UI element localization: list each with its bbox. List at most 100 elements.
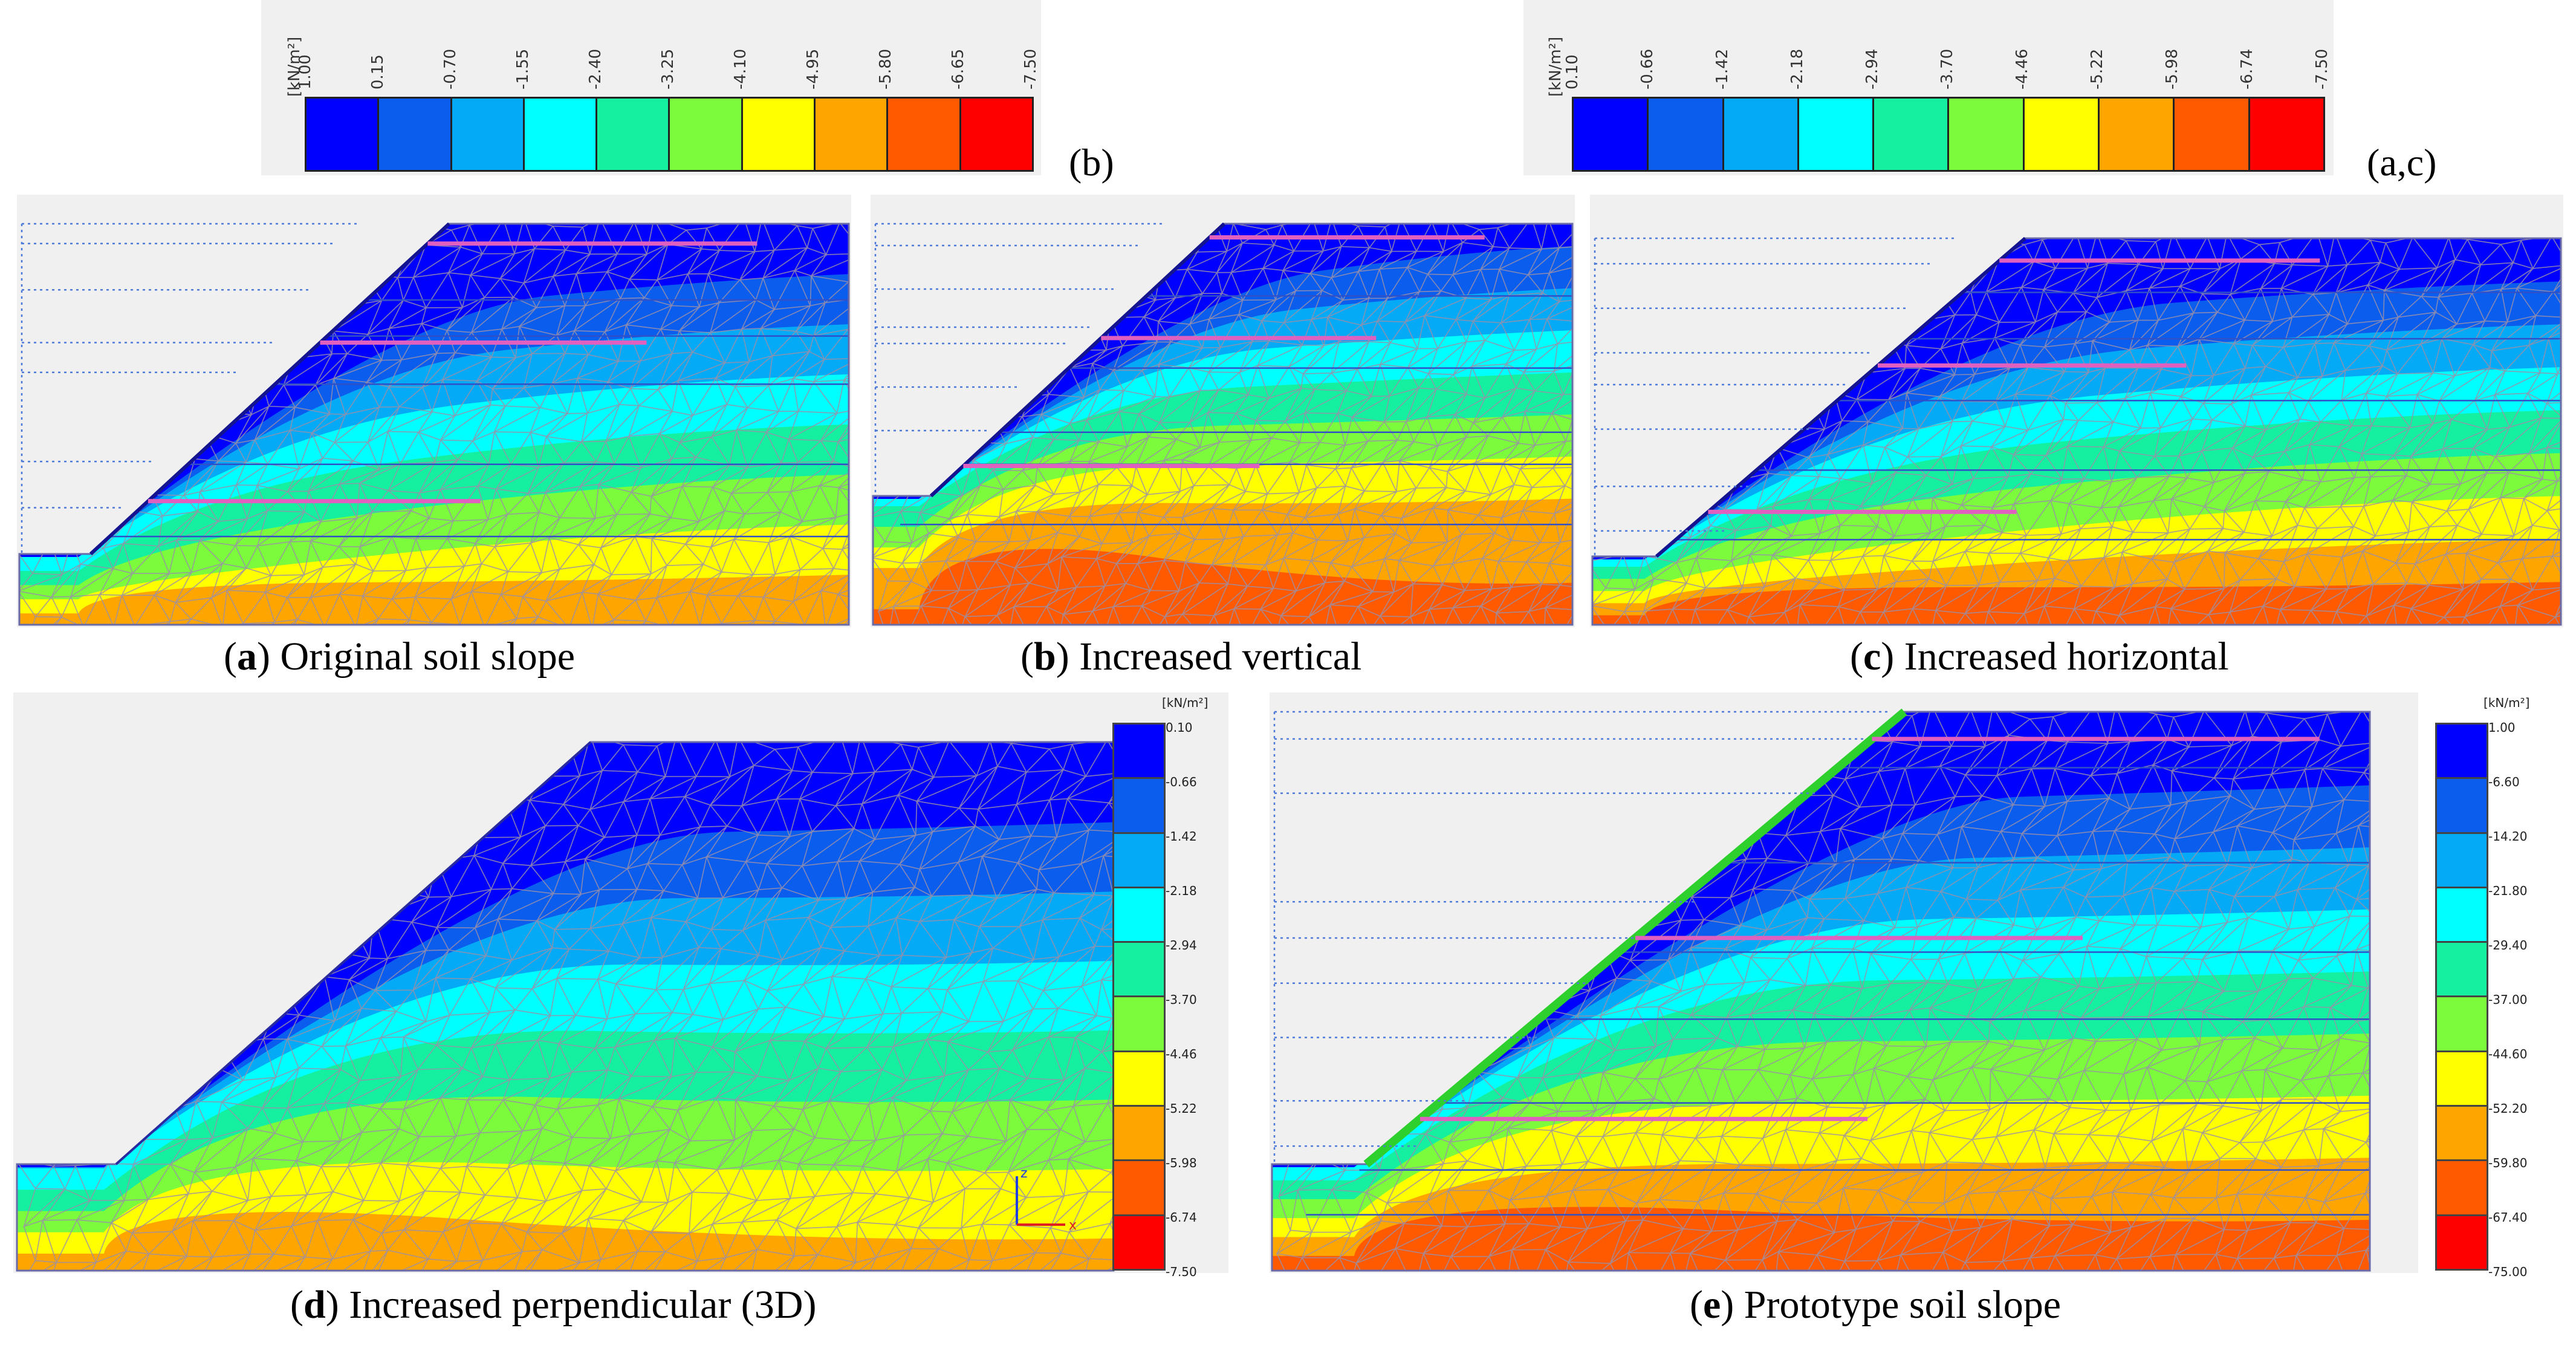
panel-e-prototype-slope: [1270, 692, 2418, 1273]
legend-tick-label: -5.22: [2088, 48, 2106, 90]
legend-tick-label: -4.46: [2013, 48, 2031, 90]
legend-swatch: [2437, 943, 2487, 998]
legend-swatch: [2437, 888, 2487, 943]
legend-tick-label: 1.00: [2488, 720, 2516, 735]
legend-swatch: [2437, 833, 2487, 888]
legend-tick-label: -7.50: [1166, 1265, 1197, 1279]
legend-tick-label: -7.50: [2313, 48, 2331, 90]
legend-e-colorbar: [2435, 723, 2488, 1271]
legend-tick-label: 0.10: [1563, 54, 1582, 90]
legend-tick-label: -2.18: [1166, 884, 1197, 898]
legend-swatch: [2100, 99, 2175, 170]
legend-tick-label: -2.94: [1863, 48, 1881, 90]
legend-tick-label: -4.46: [1166, 1047, 1197, 1061]
legend-ac-colorbar: [1572, 97, 2325, 172]
legend-swatch: [2437, 779, 2487, 834]
legend-swatch: [1114, 943, 1164, 998]
legend-tick-label: -44.60: [2488, 1047, 2528, 1061]
legend-swatch: [816, 99, 889, 170]
legend-tick-label: -7.50: [1022, 48, 1040, 90]
legend-tick-label: -6.74: [2238, 48, 2256, 90]
legend-tick-label: -5.98: [1166, 1156, 1197, 1170]
legend-swatch: [1114, 725, 1164, 780]
legend-tick-label: -5.98: [2163, 48, 2181, 90]
legend-swatch: [2024, 99, 2100, 170]
legend-tick-label: -2.40: [586, 48, 605, 90]
legend-tick-label: -5.22: [1166, 1101, 1197, 1116]
legend-tick-label: -75.00: [2488, 1265, 2528, 1279]
legend-swatch: [524, 99, 598, 170]
slope-mesh-plot: [1591, 236, 2562, 626]
legend-tick-label: -29.40: [2488, 938, 2528, 953]
legend-ac-unit: [kN/m²]: [1546, 36, 1565, 97]
legend-tick-label: -3.25: [659, 48, 677, 90]
legend-tick-label: -6.74: [1166, 1210, 1197, 1225]
legend-tick-label: 0.10: [1166, 720, 1193, 735]
legend-swatch: [1874, 99, 1950, 170]
legend-swatch: [1949, 99, 2025, 170]
legend-swatch: [1114, 833, 1164, 888]
slope-mesh-plot: [872, 222, 1574, 626]
slope-facing: [929, 222, 1226, 498]
legend-tick-label: -4.95: [804, 48, 822, 90]
z-axis-label: z: [1020, 1166, 1028, 1181]
legend-tick-label: -2.94: [1166, 938, 1197, 953]
legend-swatch: [2175, 99, 2250, 170]
legend-ac-box: [kN/m²] 0.10 -0.66 -1.42 -2.18 -2.94 -3.70 -4.…: [1523, 0, 2334, 175]
legend-swatch: [2437, 1052, 2487, 1107]
panel-b-increased-vertical: [871, 195, 1575, 627]
legend-tick-label: -4.10: [732, 48, 750, 90]
slope-facing: [115, 741, 592, 1165]
slope-mesh-plot: zx: [16, 741, 1115, 1272]
caption-e: (e) Prototype soil slope: [1690, 1283, 2062, 1327]
caption-d: (d) Increased perpendicular (3D): [290, 1283, 817, 1327]
legend-b-tag: (b): [1069, 141, 1114, 184]
legend-tick-label: -6.60: [2488, 775, 2520, 789]
legend-tick-label: -2.18: [1788, 48, 1806, 90]
legend-swatch: [2437, 1216, 2487, 1269]
legend-b-colorbar: [305, 97, 1034, 172]
legend-tick-label: -0.70: [441, 48, 459, 90]
legend-swatch: [452, 99, 525, 170]
legend-swatch: [1114, 1161, 1164, 1216]
panel-c-increased-horizontal: [1590, 195, 2563, 627]
legend-swatch: [379, 99, 452, 170]
legend-swatch: [1114, 1107, 1164, 1162]
slope-mesh-plot: [18, 222, 850, 626]
legend-swatch: [2437, 1107, 2487, 1162]
slope-facing: [1655, 236, 2026, 558]
x-axis-label: x: [1069, 1218, 1077, 1233]
legend-tick-label: -0.66: [1166, 775, 1197, 789]
legend-tick-label: -59.80: [2488, 1156, 2528, 1170]
legend-swatch: [597, 99, 670, 170]
legend-swatch: [1799, 99, 1875, 170]
legend-tick-label: 1.00: [296, 54, 314, 90]
legend-swatch: [670, 99, 743, 170]
legend-swatch: [2437, 1161, 2487, 1216]
legend-swatch: [961, 99, 1032, 170]
caption-a: (a) Original soil slope: [224, 634, 576, 679]
legend-ac-tag: (a,c): [2367, 141, 2437, 184]
panel-a-original-slope: [17, 195, 851, 627]
legend-tick-label: 0.15: [369, 54, 387, 90]
legend-tick-label: -37.00: [2488, 992, 2528, 1007]
stress-contour-band: [17, 1212, 1114, 1271]
caption-b: (b) Increased vertical: [1020, 634, 1362, 679]
legend-tick-label: -1.55: [514, 48, 532, 90]
legend-tick-label: -1.42: [1713, 48, 1731, 90]
legend-swatch: [307, 99, 380, 170]
caption-c: (c) Increased horizontal: [1850, 634, 2229, 679]
legend-swatch: [1114, 1052, 1164, 1107]
slope-mesh-plot: [1271, 708, 2371, 1272]
slope-facing: [89, 222, 451, 556]
legend-tick-label: -67.40: [2488, 1210, 2528, 1225]
legend-swatch: [2437, 725, 2487, 780]
legend-swatch: [1649, 99, 1724, 170]
legend-tick-label: -6.65: [949, 48, 967, 90]
legend-tick-label: -1.42: [1166, 829, 1197, 844]
legend-swatch: [2250, 99, 2323, 170]
legend-swatch: [1114, 888, 1164, 943]
legend-tick-label: -21.80: [2488, 884, 2528, 898]
legend-swatch: [1114, 1216, 1164, 1269]
